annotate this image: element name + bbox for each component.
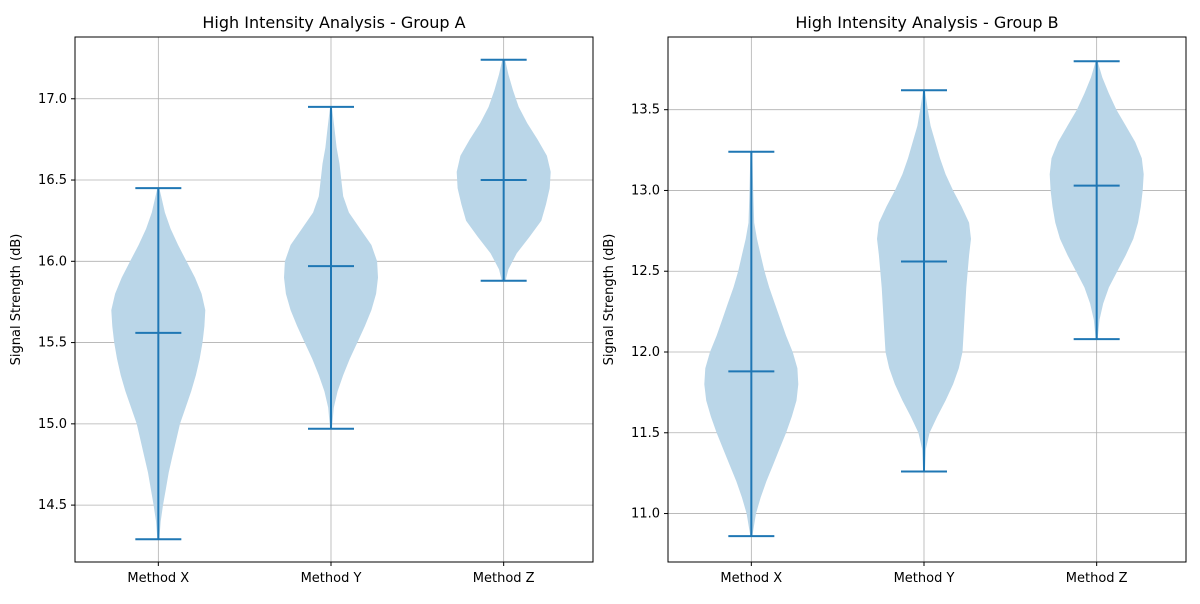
y-tick-label: 16.0 [38, 254, 67, 269]
y-tick-label: 15.0 [38, 417, 67, 432]
violin-method-z [1049, 60, 1144, 341]
chart-panel-1: 14.5 15.0 15.5 16.0 16.5 17.0 Method X Method Y… [9, 13, 594, 586]
y-tick-label: 11.0 [631, 507, 660, 522]
y-tick-label: 13.5 [631, 103, 660, 118]
violin-method-z [456, 58, 551, 282]
y-tick-label: 17.0 [38, 92, 67, 107]
x-tick-label: Method Z [473, 571, 535, 586]
chart-panel-2: 11.0 11.5 12.0 12.5 13.0 13.5 Method X Method Y… [602, 13, 1187, 586]
y-tick-label: 16.5 [38, 173, 67, 188]
y-tick-label: 14.5 [38, 498, 67, 513]
x-tick-label: Method Z [1066, 571, 1128, 586]
chart-title: High Intensity Analysis - Group B [795, 13, 1058, 32]
y-axis-label: Signal Strength (dB) [9, 234, 24, 366]
y-tick-label: 11.5 [631, 426, 660, 441]
x-tick-label: Method Y [301, 571, 362, 586]
y-tick-label: 13.0 [631, 183, 660, 198]
violin-method-y [877, 89, 971, 473]
axes-frame [667, 36, 1187, 563]
y-tick-label: 15.5 [38, 336, 67, 351]
y-tick-label: 12.5 [631, 264, 660, 279]
axes-frame [74, 36, 594, 563]
x-tick-label: Method X [127, 571, 189, 586]
violin-method-x [704, 150, 799, 538]
y-axis-label: Signal Strength (dB) [602, 234, 617, 366]
x-tick-label: Method Y [894, 571, 955, 586]
y-tick-label: 12.0 [631, 345, 660, 360]
chart-title: High Intensity Analysis - Group A [202, 13, 465, 32]
violin-method-y [284, 105, 378, 430]
violin-method-x [111, 187, 206, 541]
x-tick-label: Method X [720, 571, 782, 586]
